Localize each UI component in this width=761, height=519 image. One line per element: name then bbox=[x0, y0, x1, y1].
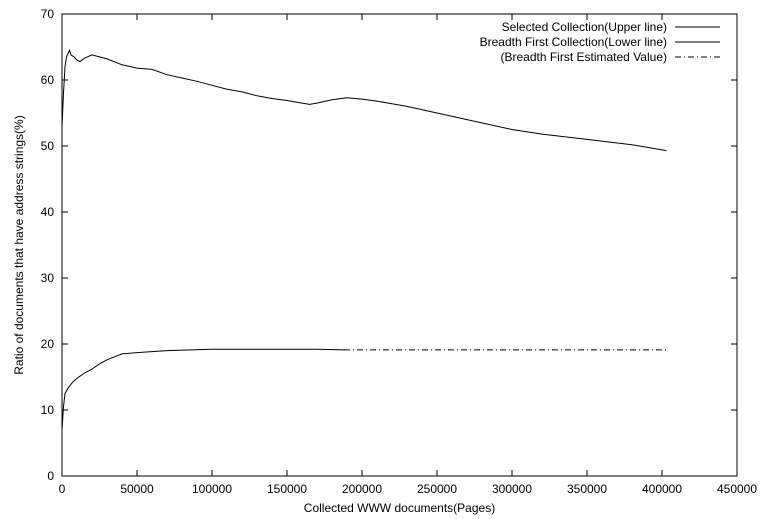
legend: Selected Collection(Upper line)Breadth F… bbox=[480, 20, 720, 64]
y-tick-label: 50 bbox=[41, 139, 55, 153]
x-tick-label: 300000 bbox=[492, 482, 532, 496]
x-tick-label: 0 bbox=[59, 482, 66, 496]
y-tick-label: 30 bbox=[41, 271, 55, 285]
y-tick-label: 70 bbox=[41, 7, 55, 21]
x-tick-label: 50000 bbox=[120, 482, 154, 496]
plot-frame bbox=[61, 13, 738, 477]
x-tick-label: 200000 bbox=[342, 482, 382, 496]
x-tick-label: 150000 bbox=[267, 482, 307, 496]
y-axis-label: Ratio of documents that have address str… bbox=[12, 115, 26, 374]
series-line-1 bbox=[61, 348, 345, 430]
y-tick-label: 10 bbox=[41, 403, 55, 417]
y-tick-label: 40 bbox=[41, 205, 55, 219]
x-tick-label: 100000 bbox=[192, 482, 232, 496]
y-tick-label: 20 bbox=[41, 337, 55, 351]
y-tick-label: 60 bbox=[41, 73, 55, 87]
x-tick-label: 250000 bbox=[417, 482, 457, 496]
series-group bbox=[61, 48, 667, 430]
axis-ticks: 0 50000 100000 150000 200000 250000 300000 3500… bbox=[41, 7, 758, 496]
y-tick-label: 0 bbox=[47, 469, 54, 483]
series-line-0 bbox=[61, 48, 667, 152]
x-tick-label: 450000 bbox=[717, 482, 757, 496]
legend-label-2: (Breadth First Estimated Value) bbox=[500, 50, 667, 64]
x-axis-label: Collected WWW documents(Pages) bbox=[304, 501, 495, 515]
x-tick-label: 400000 bbox=[642, 482, 682, 496]
legend-label-1: Breadth First Collection(Lower line) bbox=[480, 35, 667, 49]
legend-label-0: Selected Collection(Upper line) bbox=[502, 20, 667, 34]
x-tick-label: 350000 bbox=[567, 482, 607, 496]
